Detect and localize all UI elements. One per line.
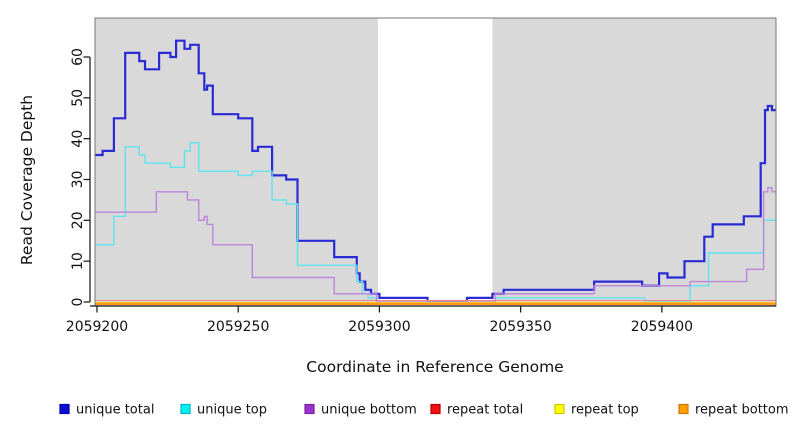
legend-item-label: repeat total xyxy=(447,403,523,418)
legend-item-label: repeat bottom xyxy=(695,403,789,418)
plot-panel xyxy=(95,18,776,306)
x-axis-title: Coordinate in Reference Genome xyxy=(306,358,563,376)
legend-swatch-repeat-top xyxy=(554,403,565,415)
legend: unique total unique top unique bottom repea… xyxy=(59,403,789,418)
y-tick-label: 30 xyxy=(70,171,86,189)
y-tick-label: 20 xyxy=(70,211,86,229)
series-unique-bottom xyxy=(95,187,776,303)
x-tick-label: 2059200 xyxy=(66,319,128,335)
series-unique-total xyxy=(95,39,776,304)
x-tick-label: 2059350 xyxy=(489,319,551,335)
legend-swatch-unique-total xyxy=(59,403,70,415)
y-tick-label: 60 xyxy=(70,48,86,66)
y-axis-title: Read Coverage Depth xyxy=(18,95,36,265)
legend-item: unique total xyxy=(59,403,154,418)
legend-item: unique top xyxy=(180,403,267,418)
x-tick-label: 2059250 xyxy=(207,319,269,335)
legend-swatch-unique-bottom xyxy=(304,403,315,415)
axes: 0 10 20 30 40 50 60 2059200 2059250 2059300 205935… xyxy=(66,48,776,335)
y-tick-label: 10 xyxy=(70,252,86,270)
legend-swatch-unique-top xyxy=(180,403,191,415)
legend-item-label: unique total xyxy=(76,403,154,418)
legend-item-label: unique top xyxy=(197,403,267,418)
x-tick-label: 2059300 xyxy=(348,319,410,335)
y-tick-label: 0 xyxy=(70,298,86,307)
legend-swatch-repeat-bottom xyxy=(678,403,689,415)
x-tick-label: 2059400 xyxy=(631,319,693,335)
legend-item: repeat total xyxy=(430,403,523,418)
legend-item: repeat top xyxy=(554,403,639,418)
y-tick-label: 40 xyxy=(70,130,86,148)
y-tick-label: 50 xyxy=(70,89,86,107)
legend-swatch-repeat-total xyxy=(430,403,441,415)
legend-item-label: unique bottom xyxy=(321,403,417,418)
legend-item: repeat bottom xyxy=(678,403,789,418)
legend-item: unique bottom xyxy=(304,403,417,418)
repeat-region-highlight xyxy=(378,18,493,306)
legend-item-label: repeat top xyxy=(571,403,639,418)
